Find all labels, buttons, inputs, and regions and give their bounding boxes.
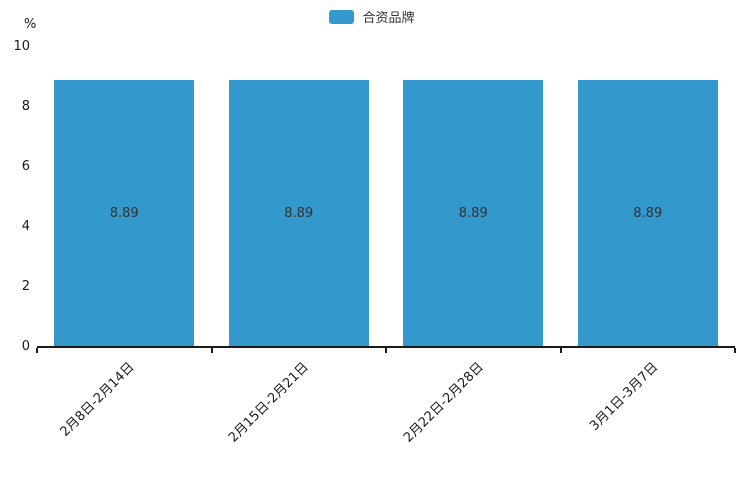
bar-value-label: 8.89: [458, 206, 488, 222]
x-axis-label: 3月1日-3月7日: [587, 359, 662, 434]
bar[interactable]: 8.89: [54, 80, 195, 347]
y-axis-tick-label: 8: [21, 99, 30, 114]
axis-tick: [559, 348, 562, 353]
y-axis-tick-label: 0: [21, 339, 30, 354]
bar-value-label: 8.89: [109, 206, 139, 222]
y-axis-unit-label: %: [24, 17, 37, 32]
legend-label: 合资品牌: [362, 11, 415, 26]
x-axis-line: [37, 346, 735, 348]
axis-tick: [210, 348, 213, 353]
x-axis-label: 2月8日-2月14日: [57, 359, 138, 440]
x-axis-label: 2月22日-2月28日: [400, 359, 487, 446]
bar[interactable]: 8.89: [403, 80, 544, 347]
y-axis-tick-label: 2: [21, 279, 30, 294]
legend-swatch: [329, 9, 355, 24]
bar[interactable]: 8.89: [577, 80, 718, 347]
axis-tick: [734, 348, 736, 353]
bar[interactable]: 8.89: [228, 80, 369, 347]
legend[interactable]: 合资品牌: [0, 7, 744, 26]
axis-tick: [36, 348, 38, 353]
axis-tick: [385, 348, 387, 353]
x-axis-label: 2月15日-2月21日: [226, 359, 313, 446]
bar-value-label: 8.89: [284, 206, 314, 222]
y-axis-tick-label: 6: [21, 159, 30, 174]
y-axis-tick-label: 10: [13, 39, 30, 54]
y-axis-tick-label: 4: [21, 219, 30, 234]
bar-value-label: 8.89: [633, 206, 663, 222]
